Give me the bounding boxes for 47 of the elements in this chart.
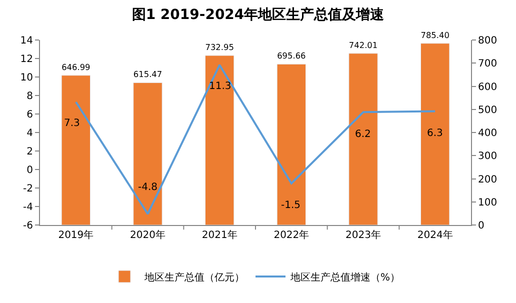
y2-tick-label: 100 [478,197,498,208]
x-tick-label: 2021年 [202,229,238,241]
y2-tick-label: 300 [478,151,498,162]
data-label: -4.8 [138,182,158,193]
chart-title: 图1 2019-2024年地区生产总值及增速 [132,6,386,23]
y-tick-label: 4 [26,128,33,139]
y-tick-label: 14 [20,36,33,46]
data-label: 6.2 [355,129,371,140]
y-tick-label: 12 [20,54,33,65]
data-label: 732.95 [205,42,234,52]
y2-tick-label: 700 [478,58,498,70]
bar [420,43,450,225]
y2-tick-label: 400 [478,128,498,139]
y-tick-label: 8 [26,91,33,102]
y-tick-label: 2 [26,146,33,158]
bar [61,75,91,225]
legend-label: 地区生产总值（亿元） [144,271,244,284]
x-tick-label: 2024年 [417,229,453,241]
data-label: 7.3 [64,118,80,129]
bar [276,64,306,225]
data-label: -1.5 [281,200,301,211]
data-label: 742.01 [348,40,378,50]
data-label: 11.3 [209,81,232,92]
x-tick-label: 2020年 [130,229,166,241]
data-label: 695.66 [277,50,306,61]
bar [133,82,162,225]
y-tick-label: 10 [20,72,33,84]
legend-label: 地区生产总值增速（%） [290,271,400,284]
y2-tick-label: 600 [478,82,498,93]
y-tick-label: 0 [26,165,33,176]
y2-tick-label: 800 [478,36,498,46]
x-tick-label: 2023年 [346,229,381,241]
bar [204,55,234,225]
data-label: 785.40 [420,30,450,40]
y-tick-label: -6 [23,220,33,232]
y2-tick-label: 500 [478,104,498,116]
y2-tick-label: 200 [478,174,498,186]
y-tick-label: -2 [23,184,33,194]
data-label: 615.47 [133,69,162,80]
data-label: 6.3 [427,128,443,139]
x-tick-label: 2019年 [58,229,94,241]
data-label: 646.99 [62,62,90,72]
y-tick-label: -4 [23,202,33,213]
y2-tick-label: 0 [478,220,484,232]
x-tick-label: 2022年 [274,229,310,241]
bar [348,53,378,225]
y-tick-label: 6 [26,110,33,120]
